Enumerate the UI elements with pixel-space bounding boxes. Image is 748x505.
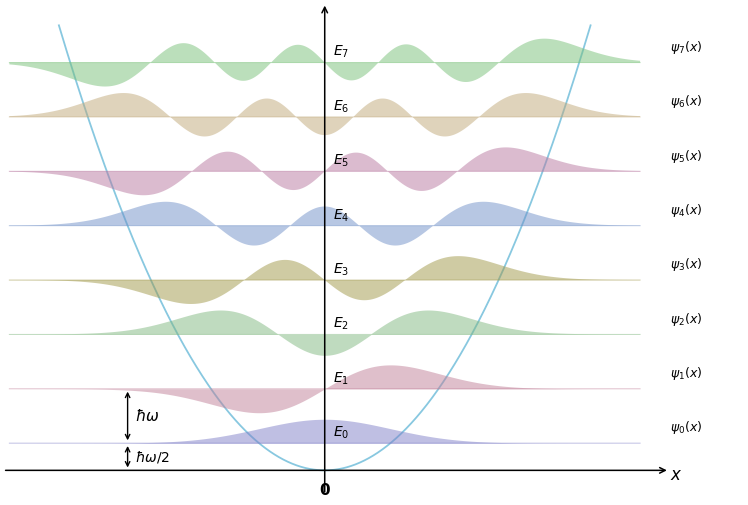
Text: $E_{2}$: $E_{2}$ — [333, 316, 349, 332]
Text: $E_{5}$: $E_{5}$ — [333, 153, 349, 169]
Text: $E_{7}$: $E_{7}$ — [333, 44, 349, 61]
Text: $\psi_{3}(x)$: $\psi_{3}(x)$ — [669, 257, 702, 273]
Text: $\hbar\omega/2$: $\hbar\omega/2$ — [135, 449, 171, 465]
Text: $E_{0}$: $E_{0}$ — [333, 425, 349, 441]
Text: $\hbar\omega$: $\hbar\omega$ — [135, 408, 160, 424]
Text: $\psi_{0}(x)$: $\psi_{0}(x)$ — [669, 420, 702, 436]
Text: $x$: $x$ — [670, 466, 682, 484]
Text: $\psi_{7}(x)$: $\psi_{7}(x)$ — [669, 39, 702, 56]
Text: $\psi_{4}(x)$: $\psi_{4}(x)$ — [669, 202, 702, 219]
Text: $E_{4}$: $E_{4}$ — [333, 207, 349, 224]
Text: $E_{6}$: $E_{6}$ — [333, 98, 349, 115]
Text: $E_{1}$: $E_{1}$ — [333, 370, 349, 387]
Text: $\psi_{5}(x)$: $\psi_{5}(x)$ — [669, 147, 702, 165]
Text: $\psi_{1}(x)$: $\psi_{1}(x)$ — [669, 365, 702, 382]
Text: $\psi_{6}(x)$: $\psi_{6}(x)$ — [669, 93, 702, 110]
Text: $\psi_{2}(x)$: $\psi_{2}(x)$ — [669, 311, 702, 328]
Text: $E_{3}$: $E_{3}$ — [333, 262, 349, 278]
Text: $\mathbf{0}$: $\mathbf{0}$ — [319, 482, 331, 498]
